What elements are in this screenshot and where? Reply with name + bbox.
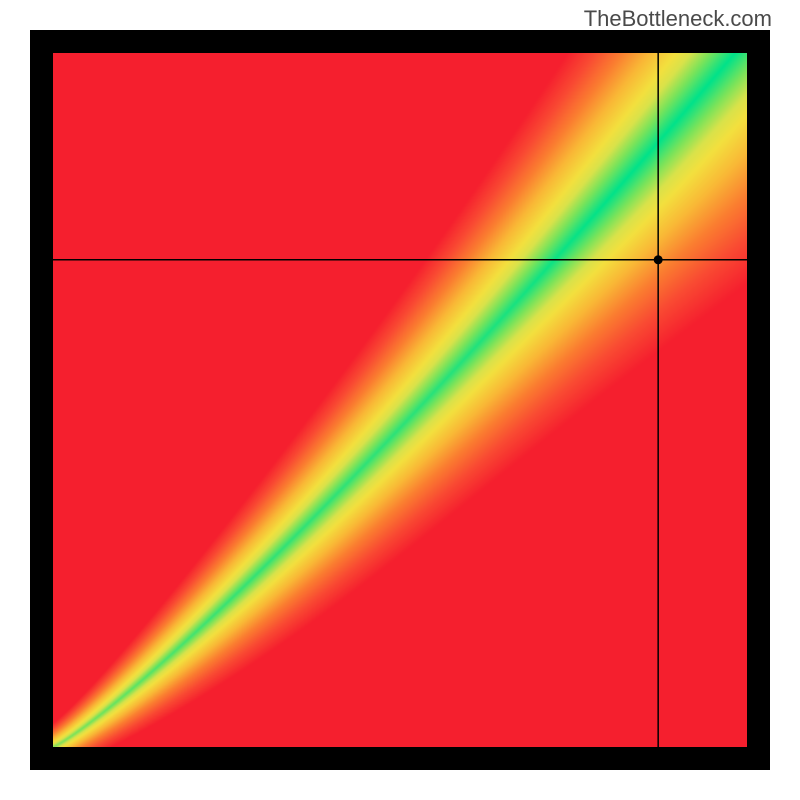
- chart-frame-border: [30, 30, 770, 770]
- watermark-text: TheBottleneck.com: [584, 6, 772, 32]
- bottleneck-heatmap: [53, 53, 747, 747]
